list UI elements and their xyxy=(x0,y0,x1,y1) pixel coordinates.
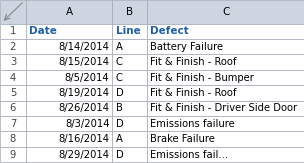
Bar xyxy=(147,85,304,101)
Text: 2: 2 xyxy=(10,42,16,52)
Bar xyxy=(0,54,26,70)
Bar xyxy=(0,101,26,116)
Text: A: A xyxy=(116,42,123,52)
Text: Fit & Finish - Roof: Fit & Finish - Roof xyxy=(150,57,237,67)
Bar xyxy=(147,101,304,116)
Text: D: D xyxy=(116,88,123,98)
Text: Line: Line xyxy=(116,26,140,36)
Text: 8/29/2014: 8/29/2014 xyxy=(58,150,109,160)
Text: C: C xyxy=(116,57,123,67)
Bar xyxy=(0,116,26,132)
Text: C: C xyxy=(116,73,123,82)
Bar xyxy=(26,132,112,147)
Bar xyxy=(26,0,112,24)
Bar xyxy=(112,116,147,132)
Bar xyxy=(147,70,304,85)
Bar xyxy=(26,24,112,39)
Bar xyxy=(0,39,26,54)
Bar xyxy=(112,0,147,24)
Bar xyxy=(26,70,112,85)
Text: D: D xyxy=(116,150,123,160)
Text: 8/15/2014: 8/15/2014 xyxy=(58,57,109,67)
Bar xyxy=(0,24,26,39)
Text: D: D xyxy=(116,119,123,129)
Bar xyxy=(0,147,26,162)
Text: 8/19/2014: 8/19/2014 xyxy=(58,88,109,98)
Text: 6: 6 xyxy=(10,103,16,113)
Text: 8: 8 xyxy=(10,134,16,144)
Text: A: A xyxy=(116,134,123,144)
Bar xyxy=(26,116,112,132)
Text: 1: 1 xyxy=(10,26,16,36)
Text: 3: 3 xyxy=(10,57,16,67)
Bar xyxy=(147,147,304,162)
Bar xyxy=(112,132,147,147)
Text: Date: Date xyxy=(29,26,57,36)
Text: 8/16/2014: 8/16/2014 xyxy=(58,134,109,144)
Text: 5: 5 xyxy=(10,88,16,98)
Bar xyxy=(112,24,147,39)
Text: 8/14/2014: 8/14/2014 xyxy=(59,42,109,52)
Bar xyxy=(147,54,304,70)
Bar xyxy=(0,70,26,85)
Text: Fit & Finish - Bumper: Fit & Finish - Bumper xyxy=(150,73,254,82)
Text: B: B xyxy=(126,7,133,17)
Bar xyxy=(0,132,26,147)
Text: Defect: Defect xyxy=(150,26,189,36)
Text: Emissions failure: Emissions failure xyxy=(150,119,235,129)
Text: 8/26/2014: 8/26/2014 xyxy=(58,103,109,113)
Bar xyxy=(0,0,26,24)
Text: 8/5/2014: 8/5/2014 xyxy=(65,73,109,82)
Text: 8/3/2014: 8/3/2014 xyxy=(65,119,109,129)
Bar xyxy=(112,70,147,85)
Bar xyxy=(147,116,304,132)
Bar xyxy=(26,147,112,162)
Text: B: B xyxy=(116,103,123,113)
Text: 4: 4 xyxy=(10,73,16,82)
Text: 9: 9 xyxy=(10,150,16,160)
Text: A: A xyxy=(66,7,73,17)
Bar xyxy=(147,0,304,24)
Bar xyxy=(112,85,147,101)
Bar xyxy=(26,101,112,116)
Text: C: C xyxy=(222,7,230,17)
Bar xyxy=(112,54,147,70)
Bar xyxy=(112,101,147,116)
Bar xyxy=(147,39,304,54)
Bar xyxy=(26,54,112,70)
Text: 7: 7 xyxy=(10,119,16,129)
Text: Emissions fail...: Emissions fail... xyxy=(150,150,229,160)
Text: Brake Failure: Brake Failure xyxy=(150,134,215,144)
Bar xyxy=(26,85,112,101)
Bar xyxy=(26,39,112,54)
Text: Fit & Finish - Roof: Fit & Finish - Roof xyxy=(150,88,237,98)
Text: Battery Failure: Battery Failure xyxy=(150,42,224,52)
Text: Fit & Finish - Driver Side Door: Fit & Finish - Driver Side Door xyxy=(150,103,298,113)
Bar xyxy=(147,24,304,39)
Bar xyxy=(0,85,26,101)
Bar xyxy=(112,39,147,54)
Bar xyxy=(112,147,147,162)
Bar xyxy=(147,132,304,147)
